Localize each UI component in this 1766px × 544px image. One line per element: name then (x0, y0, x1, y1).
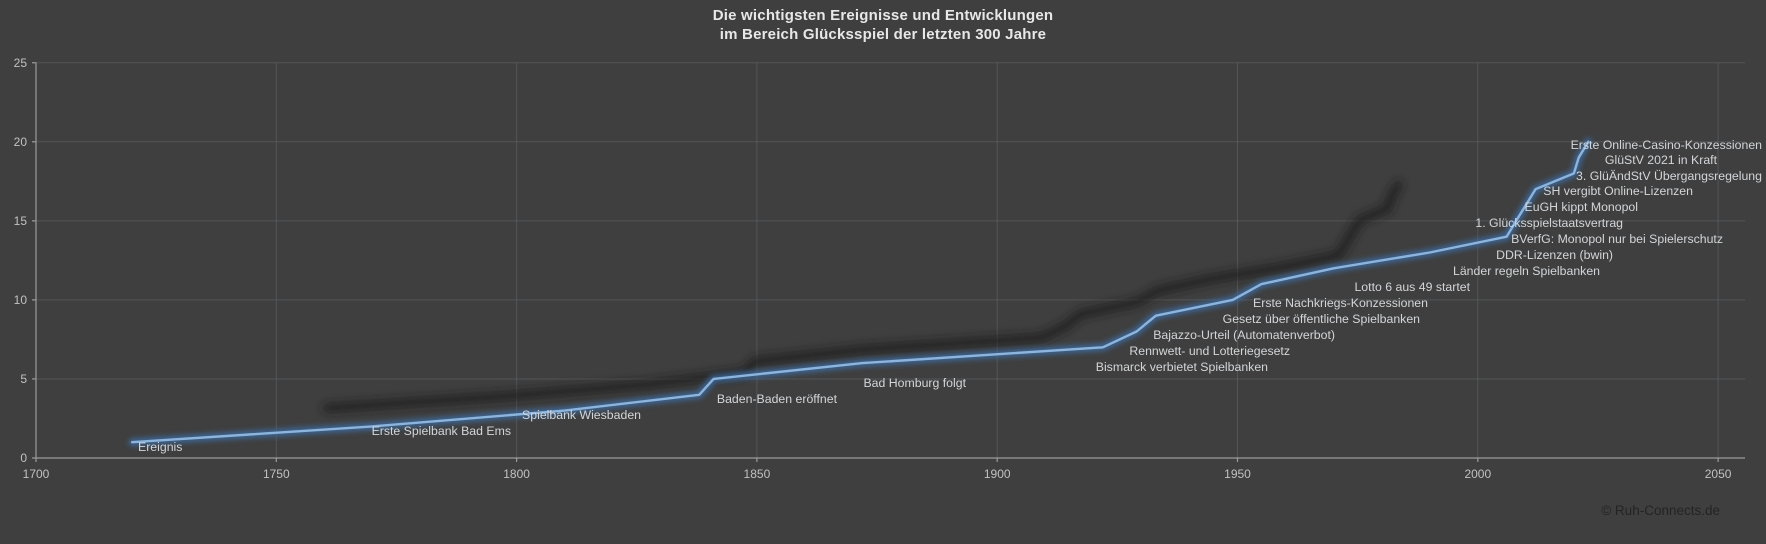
y-tick-label: 25 (14, 56, 28, 70)
event-label: Bajazzo-Urteil (Automatenverbot) (1153, 328, 1335, 342)
event-label: Bad Homburg folgt (863, 376, 966, 390)
y-tick-label: 15 (14, 214, 28, 228)
event-label: SH vergibt Online-Lizenzen (1543, 184, 1693, 198)
event-label: Spielbank Wiesbaden (522, 408, 641, 422)
event-label: BVerfG: Monopol nur bei Spielerschutz (1511, 232, 1723, 246)
x-tick-label: 1750 (263, 467, 290, 481)
y-tick-label: 5 (20, 372, 27, 386)
x-tick-label: 1950 (1224, 467, 1251, 481)
x-tick-label: 1900 (984, 467, 1011, 481)
y-tick-label: 10 (14, 293, 28, 307)
event-label: Erste Nachkriegs-Konzessionen (1253, 296, 1428, 310)
event-label: Baden-Baden eröffnet (717, 392, 838, 406)
x-tick-label: 1800 (503, 467, 530, 481)
event-line-shadow (322, 180, 1403, 413)
chart-title-line2: im Bereich Glücksspiel der letzten 300 J… (719, 26, 1047, 43)
event-label: Gesetz über öffentliche Spielbanken (1223, 312, 1420, 326)
event-line (130, 140, 1590, 444)
chart-title-line1: Die wichtigsten Ereignisse und Entwicklu… (712, 7, 1054, 24)
y-tick-label: 20 (14, 135, 28, 149)
event-label: Lotto 6 aus 49 startet (1354, 280, 1470, 294)
x-tick-label: 1850 (744, 467, 771, 481)
event-label: Ereignis (138, 440, 182, 454)
event-label: GlüStV 2021 in Kraft (1605, 153, 1718, 167)
event-label: Erste Spielbank Bad Ems (372, 424, 511, 438)
event-label: 3. GlüÄndStV Übergangsregelung (1576, 169, 1762, 183)
watermark-text: © Ruh-Connects.de (1601, 503, 1720, 518)
event-label: EuGH kippt Monopol (1525, 200, 1638, 214)
event-label: Bismarck verbietet Spielbanken (1096, 360, 1268, 374)
x-tick-label: 2000 (1464, 467, 1491, 481)
event-label: Länder regeln Spielbanken (1453, 264, 1600, 278)
y-tick-label: 0 (20, 451, 27, 465)
event-label: 1. Glücksspielstaatsvertrag (1475, 216, 1623, 230)
event-label: Rennwett- und Lotteriegesetz (1129, 344, 1290, 358)
event-label: DDR-Lizenzen (bwin) (1496, 248, 1613, 262)
x-tick-label: 1700 (23, 467, 50, 481)
event-label: Erste Online-Casino-Konzessionen (1571, 138, 1763, 152)
x-tick-label: 2050 (1705, 467, 1732, 481)
chart-title: Die wichtigsten Ereignisse und Entwicklu… (0, 6, 1766, 44)
